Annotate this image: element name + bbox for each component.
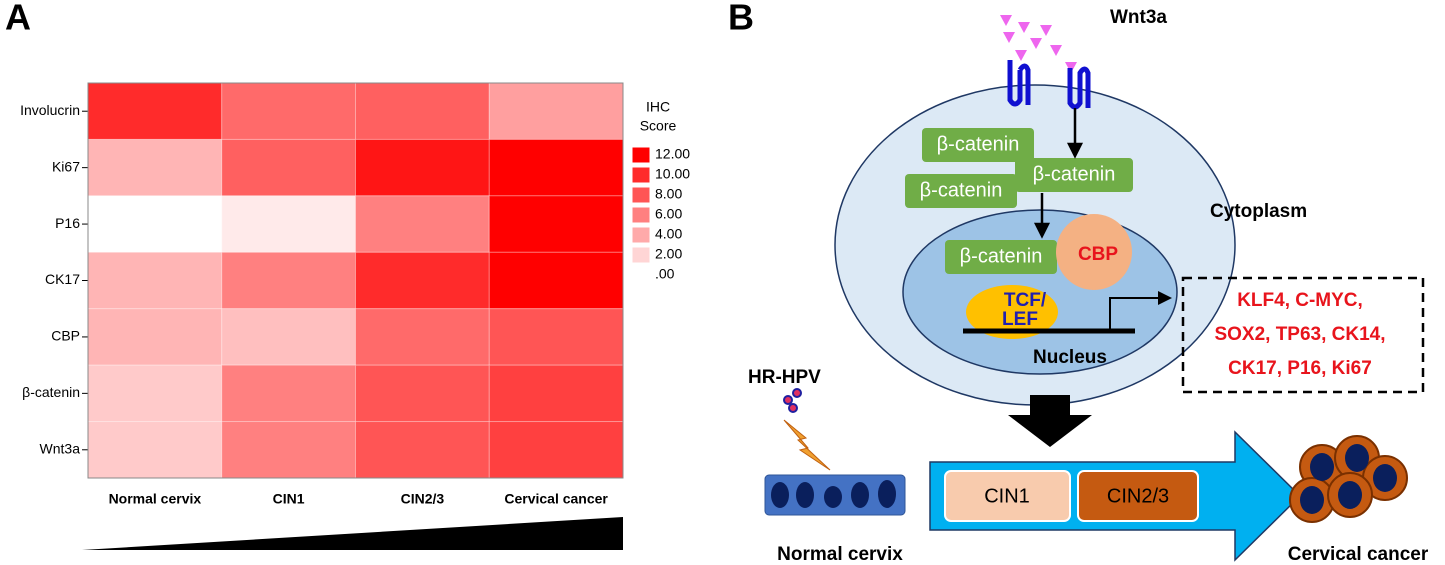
legend-label: 2.00	[655, 246, 682, 262]
legend-title: Score	[640, 118, 677, 134]
row-label: Involucrin	[20, 102, 80, 118]
legend-swatch	[631, 206, 651, 224]
legend-label: 8.00	[655, 186, 682, 202]
gradient-triangle	[82, 517, 623, 550]
heat-cell	[221, 308, 356, 366]
protein-label: β-catenin	[960, 245, 1043, 267]
panel-label: A	[5, 0, 31, 38]
heat-cell	[87, 138, 223, 197]
protein-label: β-catenin	[1033, 163, 1116, 185]
cytoplasm-label: Cytoplasm	[1210, 201, 1307, 222]
legend-label: .00	[655, 266, 675, 282]
heat-cell	[488, 364, 624, 423]
legend-swatch	[631, 226, 651, 244]
heat-cell	[488, 308, 624, 366]
heat-cell	[221, 138, 356, 197]
legend-label: 10.00	[655, 166, 690, 182]
heat-cell	[488, 138, 624, 197]
protein-label: β-catenin	[937, 133, 1020, 155]
tcf-label: TCF/	[1004, 290, 1047, 311]
legend-swatch	[631, 166, 651, 184]
target-genes: KLF4, C-MYC,	[1237, 290, 1363, 311]
heat-cell	[488, 82, 624, 140]
receptors	[1007, 60, 1091, 110]
legend-swatch	[631, 186, 651, 204]
row-label: β-catenin	[22, 384, 80, 400]
row-label: Ki67	[52, 158, 80, 174]
target-genes: CK17, P16, Ki67	[1228, 358, 1372, 379]
column-label: Normal cervix	[109, 491, 202, 507]
stage-label: CIN1	[984, 485, 1030, 507]
target-box	[1181, 276, 1425, 394]
target-genes: SOX2, TP63, CK14,	[1214, 324, 1385, 345]
down-arrow	[1008, 395, 1092, 447]
tcf	[966, 285, 1058, 339]
heat-cell	[488, 251, 624, 310]
stage-box	[944, 470, 1071, 522]
legend-label: 6.00	[655, 206, 682, 222]
virus-label: HR-HPV	[748, 367, 821, 388]
column-label: CIN2/3	[401, 491, 445, 507]
cancer-nuclei	[1300, 444, 1397, 514]
start-label: Normal cervix	[777, 544, 903, 565]
heat-cell	[221, 82, 356, 140]
heat-cell	[355, 364, 490, 423]
heat-cell	[87, 364, 223, 423]
legend-label: 12.00	[655, 146, 690, 162]
legend-title: IHC	[646, 99, 670, 115]
virus-particles	[783, 388, 802, 413]
protein-label: β-catenin	[920, 179, 1003, 201]
column-label: Cervical cancer	[504, 491, 608, 507]
ligand-label: Wnt3a	[1110, 7, 1167, 28]
nucleus-label: Nucleus	[1033, 347, 1107, 368]
legend-label: 4.00	[655, 226, 682, 242]
arrows	[1033, 108, 1084, 239]
heat-cell	[355, 251, 490, 310]
row-label: Wnt3a	[40, 440, 81, 456]
ligands	[1000, 15, 1077, 73]
cbp-label: CBP	[1078, 244, 1118, 265]
heat-cell	[87, 308, 223, 366]
stage-box	[1077, 470, 1199, 522]
cbp	[1056, 214, 1132, 290]
heat-cell	[355, 195, 490, 253]
row-label: CBP	[51, 328, 80, 344]
heat-cell	[355, 421, 490, 479]
heat-frame	[87, 82, 624, 479]
arrowhead	[1158, 291, 1172, 305]
heat-cell	[87, 82, 223, 140]
heatmap: Involucrin Ki67 P16 CK17 CBP β-catenin Wnt3a No…	[20, 82, 690, 507]
heat-cell	[87, 421, 223, 479]
heat-cell	[355, 82, 490, 140]
normal-cells	[764, 474, 906, 516]
column-label: CIN1	[273, 491, 305, 507]
heat-cell	[221, 195, 356, 253]
panel-label: B	[728, 0, 754, 38]
legend-swatch	[631, 246, 651, 264]
row-label: P16	[55, 215, 80, 231]
heat-cell	[221, 364, 356, 423]
heat-cell	[221, 251, 356, 310]
heat-cell	[87, 251, 223, 310]
heat-cell	[87, 195, 223, 253]
lightning	[783, 419, 831, 471]
heat-cell	[488, 421, 624, 479]
end-label: Cervical cancer	[1288, 544, 1429, 565]
row-label: CK17	[45, 271, 80, 287]
beta-catenin-boxes	[905, 128, 1133, 274]
transcription-arrow	[1109, 297, 1160, 331]
heat-cell	[355, 308, 490, 366]
tcf-label: LEF	[1002, 309, 1038, 330]
heat-cell	[221, 421, 356, 479]
legend-swatch	[631, 146, 651, 164]
heat-cell	[355, 138, 490, 197]
heat-cell	[488, 195, 624, 253]
legend-swatch	[632, 267, 650, 283]
stage-label: CIN2/3	[1107, 485, 1169, 507]
